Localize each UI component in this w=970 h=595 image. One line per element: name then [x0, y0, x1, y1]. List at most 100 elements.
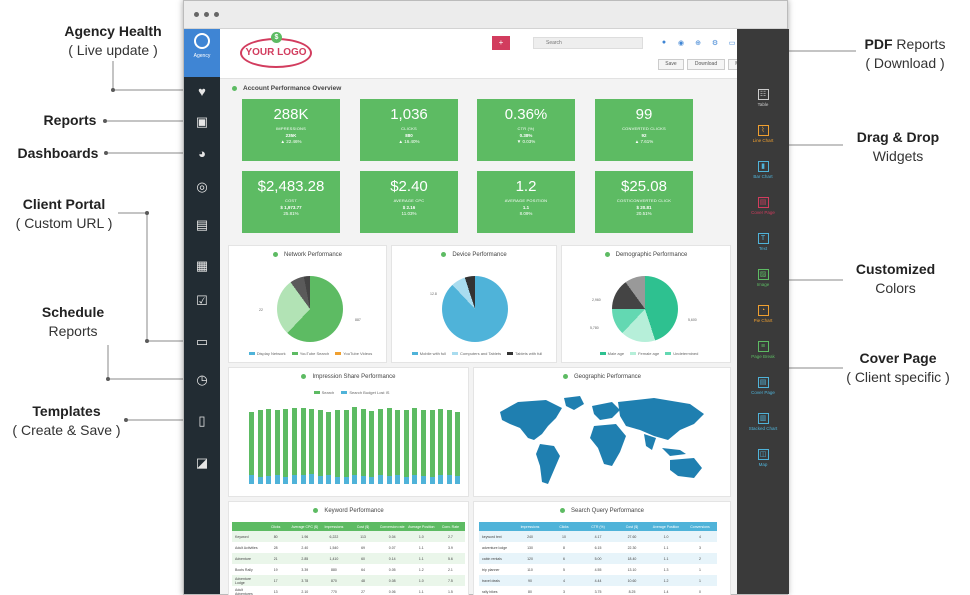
impression-bar-lost[interactable]: [326, 475, 332, 484]
table-header-cell[interactable]: [479, 522, 513, 531]
kpi-tile[interactable]: $2.40 AVERAGE CPC $ 2.16 11.03%: [360, 171, 458, 233]
impression-bar-lost[interactable]: [403, 476, 409, 484]
keyword-performance-card[interactable]: Keyword Performance Clicks Average CPC ($…: [228, 501, 469, 595]
impression-bar-lost[interactable]: [446, 474, 452, 484]
impression-bar-lost[interactable]: [335, 476, 340, 484]
report-icon[interactable]: ▣: [195, 114, 209, 129]
table-row[interactable]: rally bikes 80 3 3.75 8.25 1.4 0: [479, 586, 717, 595]
impression-bar-lost[interactable]: [360, 476, 366, 484]
save-button[interactable]: Save: [658, 59, 684, 70]
impression-bar-lost[interactable]: [429, 477, 435, 484]
impression-bar-lost[interactable]: [309, 473, 315, 484]
impression-bar-search[interactable]: [257, 410, 263, 477]
table-row[interactable]: Boots Rally 19 3.39 880 64 0.05 1.2 2.1: [232, 564, 465, 575]
share-icon[interactable]: ⊕: [695, 40, 701, 47]
network-pie-chart[interactable]: [277, 276, 343, 342]
widget-page-break[interactable]: ≡ Page Break: [737, 341, 789, 360]
kpi-tile[interactable]: 99 CONVERTED CLICKS 92 ▲ 7.61%: [595, 99, 693, 161]
target-icon[interactable]: ◎: [196, 179, 208, 194]
impression-bar-lost[interactable]: [455, 476, 461, 484]
network-performance-card[interactable]: Network Performance 22 887 Display Netwo…: [228, 245, 387, 363]
table-header-cell[interactable]: [232, 522, 262, 531]
window-dot-icon[interactable]: [194, 12, 199, 17]
kpi-tile[interactable]: $25.08 COST/CONVERTED CLICK $ 20.81 20.51%: [595, 171, 693, 233]
impression-bar-lost[interactable]: [412, 475, 418, 484]
impression-bar-search[interactable]: [446, 409, 452, 475]
impression-bar-lost[interactable]: [300, 475, 306, 484]
widget-stacked-chart[interactable]: ▥ Stacked Chart: [737, 413, 789, 432]
impression-bar-lost[interactable]: [283, 476, 289, 484]
kpi-tile[interactable]: 1.2 AVERAGE POSITION 1.1 8.09%: [477, 171, 575, 233]
table-row[interactable]: Adventure 21 2.85 1,410 60 0.14 1.1 5.6: [232, 553, 465, 564]
table-header-cell[interactable]: Cost ($): [348, 522, 378, 531]
geographic-card[interactable]: Geographic Performance: [473, 367, 731, 497]
kpi-tile[interactable]: $2,483.28 COST $ 1,973.77 25.81%: [242, 171, 340, 233]
table-header-cell[interactable]: Conv. Rate: [435, 522, 465, 531]
impression-bar-search[interactable]: [386, 408, 392, 477]
calendar-icon[interactable]: ▭: [195, 334, 209, 349]
impression-bar-lost[interactable]: [274, 475, 280, 484]
brand-block[interactable]: Agency: [184, 29, 220, 77]
window-dot-icon[interactable]: [214, 12, 219, 17]
briefcase-icon[interactable]: ▤: [195, 217, 209, 232]
impression-bar-lost[interactable]: [257, 476, 263, 484]
impression-bar-lost[interactable]: [249, 475, 254, 484]
world-map[interactable]: [494, 394, 714, 490]
heart-icon[interactable]: ♥: [198, 84, 206, 99]
table-row[interactable]: Keyword 80 1.96 6,222 113 0.04 1.0 2.7: [232, 531, 465, 542]
demographic-performance-card[interactable]: Demographic Performance 2,960 5,780 5,60…: [561, 245, 731, 363]
impression-bar-lost[interactable]: [266, 476, 272, 484]
table-header-cell[interactable]: Impressions: [319, 522, 349, 531]
print-icon[interactable]: ▭: [728, 40, 736, 47]
table-row[interactable]: adventure lodge 130 8 6.15 22.30 1.1 3: [479, 542, 717, 553]
impression-bar-search[interactable]: [455, 412, 461, 477]
clock-icon[interactable]: ◷: [196, 372, 208, 387]
kpi-tile[interactable]: 1,036 CLICKS 880 ▲ 16.40%: [360, 99, 458, 161]
table-header-cell[interactable]: Clicks: [261, 522, 291, 531]
keyword-table[interactable]: Clicks Average CPC ($) Impressions Cost ($)…: [232, 522, 465, 595]
table-row[interactable]: trip planner 110 5 4.55 13.10 1.3 1: [479, 564, 717, 575]
pie-icon[interactable]: ◕: [198, 146, 206, 161]
impression-bar-search[interactable]: [395, 409, 401, 475]
impression-share-card[interactable]: Impression Share Performance Search Sear…: [228, 367, 469, 497]
table-header-cell[interactable]: Impressions: [513, 522, 547, 531]
table-header-cell[interactable]: Average CPC ($): [290, 522, 320, 531]
table-header-cell[interactable]: Cost ($): [615, 522, 649, 531]
impression-bar-search[interactable]: [274, 409, 280, 476]
impression-bar-search[interactable]: [421, 410, 426, 477]
impression-bar-search[interactable]: [403, 410, 409, 477]
widget-bar-chart[interactable]: ▮ Bar Chart: [737, 161, 789, 180]
impression-bar-search[interactable]: [309, 408, 315, 474]
table-header-cell[interactable]: Conversions: [683, 522, 717, 531]
window-dot-icon[interactable]: [204, 12, 209, 17]
demographic-pie-chart[interactable]: [612, 276, 678, 342]
widget-line-chart[interactable]: ⌇ Line Chart: [737, 125, 789, 144]
file-icon[interactable]: ▦: [195, 258, 209, 273]
search-input[interactable]: [533, 37, 643, 49]
template-icon[interactable]: ▯: [198, 413, 206, 428]
impression-bar-search[interactable]: [292, 408, 297, 475]
widget-pie-chart[interactable]: ◔ Pie Chart: [737, 305, 789, 324]
widget-cover-page[interactable]: ▤ Cover Page: [737, 197, 789, 216]
device-performance-card[interactable]: Device Performance 12.8 Mobile with full…: [391, 245, 557, 363]
table-header-cell[interactable]: CTR (%): [581, 522, 615, 531]
table-header-cell[interactable]: Average Position: [406, 522, 436, 531]
impression-bar-search[interactable]: [378, 408, 383, 476]
table-row[interactable]: Adventure Lodge 17 3.78 870 48 0.08 1.0 7.5: [232, 575, 465, 586]
impression-bar-lost[interactable]: [395, 474, 401, 484]
impression-bar-search[interactable]: [412, 408, 418, 476]
impression-bar-search[interactable]: [369, 411, 375, 477]
impression-bar-lost[interactable]: [317, 476, 323, 484]
chat-icon[interactable]: ◪: [195, 455, 209, 470]
table-header-cell[interactable]: Average Position: [649, 522, 683, 531]
widget-cover-page[interactable]: ▤ Cover Page: [737, 377, 789, 396]
impression-bar-search[interactable]: [300, 408, 306, 476]
download-button[interactable]: Download: [687, 59, 725, 70]
impression-bar-search[interactable]: [360, 408, 366, 477]
impression-bar-lost[interactable]: [378, 475, 383, 484]
check-icon[interactable]: ☑: [196, 293, 208, 308]
table-row[interactable]: Adult Activities 28 2.40 1,540 69 0.07 1.1 3.9: [232, 542, 465, 553]
impression-bar-search[interactable]: [438, 408, 444, 476]
settings-icon[interactable]: ⚙: [711, 40, 719, 47]
widget-table[interactable]: ☷ Table: [737, 89, 789, 108]
